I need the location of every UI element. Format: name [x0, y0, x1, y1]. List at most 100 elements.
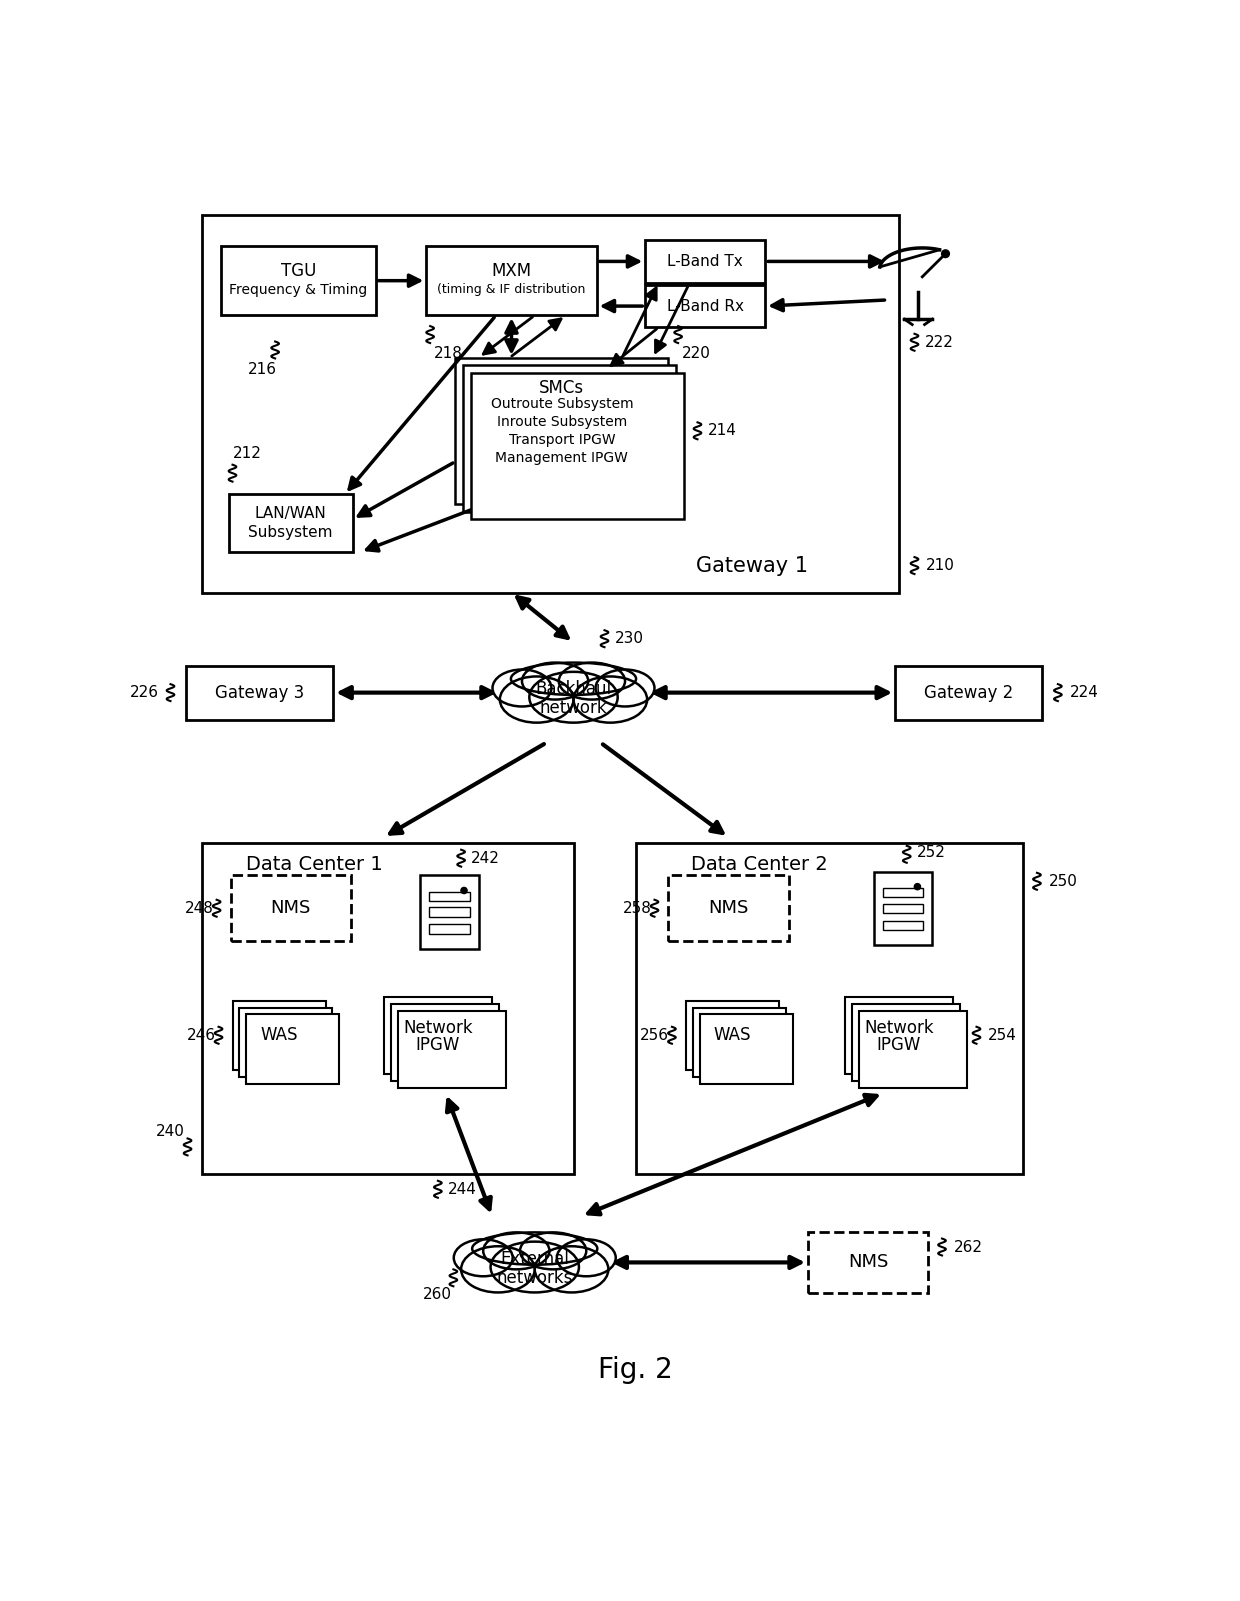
Bar [398, 1010, 506, 1087]
Bar [420, 876, 479, 949]
Bar [699, 1015, 792, 1084]
Text: 222: 222 [925, 335, 954, 349]
Ellipse shape [534, 1246, 609, 1292]
Text: NMS: NMS [708, 900, 749, 917]
Text: 224: 224 [1069, 685, 1099, 700]
Ellipse shape [491, 1242, 579, 1292]
Bar [874, 871, 932, 945]
Text: External: External [500, 1249, 569, 1268]
Text: L-Band Tx: L-Band Tx [667, 255, 743, 269]
Bar [808, 1231, 928, 1294]
Text: Management IPGW: Management IPGW [496, 451, 629, 464]
Text: 246: 246 [186, 1028, 216, 1042]
Text: MXM: MXM [491, 263, 532, 280]
Text: Fig. 2: Fig. 2 [598, 1356, 673, 1385]
Bar [427, 247, 596, 315]
Text: TGU: TGU [280, 263, 316, 280]
Text: 256: 256 [640, 1028, 668, 1042]
Text: L-Band Rx: L-Band Rx [667, 298, 744, 314]
Text: NMS: NMS [848, 1254, 888, 1271]
Text: network: network [539, 700, 608, 717]
Text: WAS: WAS [714, 1026, 751, 1044]
Bar [201, 215, 899, 592]
Bar [668, 876, 789, 941]
Bar [429, 892, 470, 901]
Text: 210: 210 [926, 559, 955, 573]
Circle shape [941, 250, 950, 258]
Text: WAS: WAS [260, 1026, 298, 1044]
Text: Gateway 1: Gateway 1 [696, 556, 807, 576]
Ellipse shape [520, 1233, 587, 1270]
Bar [231, 876, 351, 941]
Ellipse shape [500, 677, 573, 722]
Text: Frequency & Timing: Frequency & Timing [229, 283, 367, 296]
Text: Network: Network [403, 1018, 472, 1036]
Bar [383, 997, 492, 1074]
Bar [883, 889, 924, 898]
Text: 250: 250 [1049, 874, 1078, 889]
Bar [201, 842, 573, 1174]
Text: Backhaul: Backhaul [536, 680, 611, 698]
Bar [686, 1001, 779, 1069]
Bar [693, 1007, 786, 1077]
Text: 258: 258 [622, 901, 651, 916]
Bar [228, 495, 352, 552]
Circle shape [914, 884, 920, 890]
Bar [463, 365, 676, 512]
Text: Outroute Subsystem: Outroute Subsystem [491, 397, 634, 411]
Text: networks: networks [496, 1270, 573, 1287]
Ellipse shape [573, 677, 647, 722]
Text: 248: 248 [185, 901, 213, 916]
Bar [239, 1007, 332, 1077]
Bar [471, 373, 684, 519]
Text: Gateway 2: Gateway 2 [924, 684, 1013, 701]
Text: Inroute Subsystem: Inroute Subsystem [497, 415, 627, 429]
Text: Gateway 3: Gateway 3 [215, 684, 304, 701]
Text: 260: 260 [423, 1287, 451, 1302]
Ellipse shape [511, 663, 636, 695]
Bar [247, 1015, 340, 1084]
Ellipse shape [472, 1233, 598, 1265]
Ellipse shape [484, 1233, 549, 1270]
Text: IPGW: IPGW [415, 1036, 460, 1055]
Bar [233, 1001, 325, 1069]
Text: 254: 254 [988, 1028, 1017, 1042]
Text: 230: 230 [615, 631, 644, 647]
Text: 214: 214 [708, 423, 737, 439]
Text: 242: 242 [471, 850, 500, 866]
Ellipse shape [595, 669, 655, 706]
Text: 226: 226 [130, 685, 159, 700]
Bar [645, 240, 765, 283]
Text: IPGW: IPGW [877, 1036, 921, 1055]
Ellipse shape [559, 663, 625, 700]
Ellipse shape [461, 1246, 534, 1292]
Bar [883, 903, 924, 913]
Text: NMS: NMS [270, 900, 311, 917]
Circle shape [461, 887, 467, 893]
Bar [858, 1010, 967, 1087]
Text: (timing & IF distribution: (timing & IF distribution [438, 283, 585, 296]
Bar [391, 1004, 498, 1081]
Text: 220: 220 [682, 346, 711, 362]
Text: 262: 262 [954, 1239, 982, 1255]
Text: LAN/WAN: LAN/WAN [254, 506, 326, 522]
Ellipse shape [454, 1239, 512, 1276]
Text: SMCs: SMCs [539, 379, 584, 397]
Text: 240: 240 [155, 1124, 185, 1138]
Bar [221, 247, 376, 315]
Text: Transport IPGW: Transport IPGW [508, 432, 615, 447]
Bar [186, 666, 334, 719]
Text: 244: 244 [448, 1182, 477, 1198]
Bar [895, 666, 1043, 719]
Text: Network: Network [864, 1018, 934, 1036]
Bar [635, 842, 1023, 1174]
Bar [844, 997, 954, 1074]
Text: Subsystem: Subsystem [248, 525, 332, 540]
Ellipse shape [492, 669, 552, 706]
Bar [645, 285, 765, 327]
Bar [455, 357, 668, 504]
Text: Data Center 1: Data Center 1 [246, 855, 382, 874]
Text: Data Center 2: Data Center 2 [691, 855, 828, 874]
Ellipse shape [529, 672, 618, 722]
Bar [852, 1004, 960, 1081]
